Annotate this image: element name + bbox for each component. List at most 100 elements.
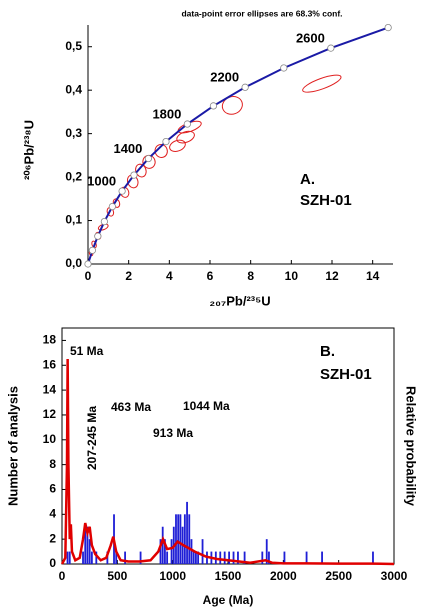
x-tick-label: 2000 bbox=[270, 569, 297, 583]
concordia-point bbox=[327, 44, 335, 52]
error-ellipse bbox=[169, 139, 186, 152]
error-ellipse bbox=[302, 74, 342, 93]
concordia-point bbox=[130, 171, 138, 179]
x-tick-label: 0 bbox=[59, 569, 66, 583]
x-axis-label: ₂₀₇Pb/²³⁵U bbox=[209, 293, 270, 308]
bar bbox=[195, 551, 197, 564]
y-tick-label: 0,3 bbox=[65, 126, 82, 140]
y-tick-label: 16 bbox=[43, 357, 57, 371]
y-tick-label: 6 bbox=[49, 482, 56, 496]
y-tick-label: 4 bbox=[49, 506, 56, 520]
concordia-point bbox=[118, 187, 126, 195]
bar bbox=[223, 551, 226, 564]
bar bbox=[68, 551, 71, 564]
bar bbox=[84, 526, 87, 564]
bar bbox=[95, 551, 98, 564]
x-tick-label: 500 bbox=[107, 569, 127, 583]
y-tick-label: 0,1 bbox=[65, 213, 82, 227]
bar bbox=[305, 551, 308, 564]
y-tick-label: 10 bbox=[43, 432, 57, 446]
x-tick-label: 1000 bbox=[159, 569, 186, 583]
chart-title: data-point error ellipses are 68.3% conf… bbox=[181, 8, 342, 18]
bar bbox=[372, 551, 374, 564]
age-label: 1400 bbox=[113, 141, 142, 156]
probability-curve bbox=[60, 359, 395, 566]
annotation: B. bbox=[320, 343, 335, 360]
bar bbox=[265, 539, 268, 564]
x-tick-label: 10 bbox=[285, 269, 299, 283]
bar bbox=[183, 514, 186, 564]
x-tick-label: 1500 bbox=[215, 569, 242, 583]
bar bbox=[261, 551, 264, 564]
bar bbox=[161, 526, 164, 564]
annotation: SZH-01 bbox=[320, 366, 372, 383]
y-tick-label: 0,5 bbox=[65, 39, 82, 53]
y-tick-label: 12 bbox=[43, 407, 57, 421]
y-tick-label: 8 bbox=[49, 457, 56, 471]
concordia-point bbox=[100, 217, 108, 226]
annotation: 463 Ma bbox=[111, 400, 151, 414]
x-tick-label: 2 bbox=[125, 269, 132, 283]
error-ellipse bbox=[221, 96, 243, 115]
y-axis-label: ²⁰⁶Pb/²³⁸U bbox=[21, 120, 36, 180]
annotation: 1044 Ma bbox=[183, 399, 230, 413]
y-tick-label: 0,0 bbox=[65, 256, 82, 270]
concordia-point bbox=[280, 64, 288, 72]
bar bbox=[237, 551, 239, 564]
x-tick-label: 0 bbox=[85, 269, 92, 283]
bar bbox=[283, 551, 286, 564]
x-tick-label: 8 bbox=[247, 269, 254, 283]
concordia-point bbox=[144, 154, 152, 163]
bar bbox=[159, 539, 162, 564]
bar bbox=[82, 551, 84, 564]
annotation: SZH-01 bbox=[300, 192, 352, 209]
y-tick-label: 0 bbox=[49, 556, 56, 570]
bar bbox=[321, 551, 323, 564]
x-tick-label: 12 bbox=[325, 269, 339, 283]
x-tick-label: 14 bbox=[366, 269, 380, 283]
x-axis-label: Age (Ma) bbox=[203, 593, 254, 607]
error-ellipse bbox=[106, 207, 115, 217]
x-tick-label: 3000 bbox=[381, 569, 408, 583]
concordia-point bbox=[384, 24, 392, 32]
bar bbox=[192, 551, 195, 564]
x-tick-label: 2500 bbox=[325, 569, 352, 583]
age-label: 2600 bbox=[296, 31, 325, 46]
bar bbox=[232, 551, 235, 564]
bar bbox=[179, 514, 182, 564]
bar bbox=[186, 501, 188, 564]
bar bbox=[90, 551, 93, 564]
bar bbox=[88, 539, 91, 564]
bar bbox=[219, 551, 222, 564]
bar bbox=[124, 551, 126, 564]
concordia-point bbox=[241, 83, 249, 91]
annotation: 207-245 Ma bbox=[85, 406, 99, 470]
y-tick-label: 18 bbox=[43, 333, 57, 347]
y-tick-label: 14 bbox=[43, 382, 57, 396]
bar bbox=[243, 551, 246, 564]
y-tick-label: 2 bbox=[49, 531, 56, 545]
annotation: 913 Ma bbox=[153, 426, 193, 440]
bar bbox=[228, 551, 231, 564]
bar bbox=[115, 551, 118, 564]
x-tick-label: 6 bbox=[207, 269, 214, 283]
concordia-point bbox=[108, 202, 116, 211]
bar bbox=[197, 551, 200, 564]
bar bbox=[139, 551, 142, 564]
concordia-point bbox=[94, 232, 102, 240]
bar bbox=[175, 514, 177, 564]
annotation: 51 Ma bbox=[70, 344, 104, 358]
y-tick-label: 0,2 bbox=[65, 169, 82, 183]
bar bbox=[201, 539, 204, 564]
age-label: 1000 bbox=[87, 174, 116, 189]
y2-axis-label: Relative probability bbox=[404, 386, 419, 507]
x-tick-label: 4 bbox=[166, 269, 173, 283]
y-tick-label: 0,4 bbox=[65, 82, 82, 96]
concordia-point bbox=[88, 246, 97, 254]
plot-frame bbox=[61, 327, 395, 565]
concordia-point bbox=[162, 137, 170, 146]
error-ellipse bbox=[91, 240, 97, 249]
annotation: A. bbox=[300, 171, 315, 188]
